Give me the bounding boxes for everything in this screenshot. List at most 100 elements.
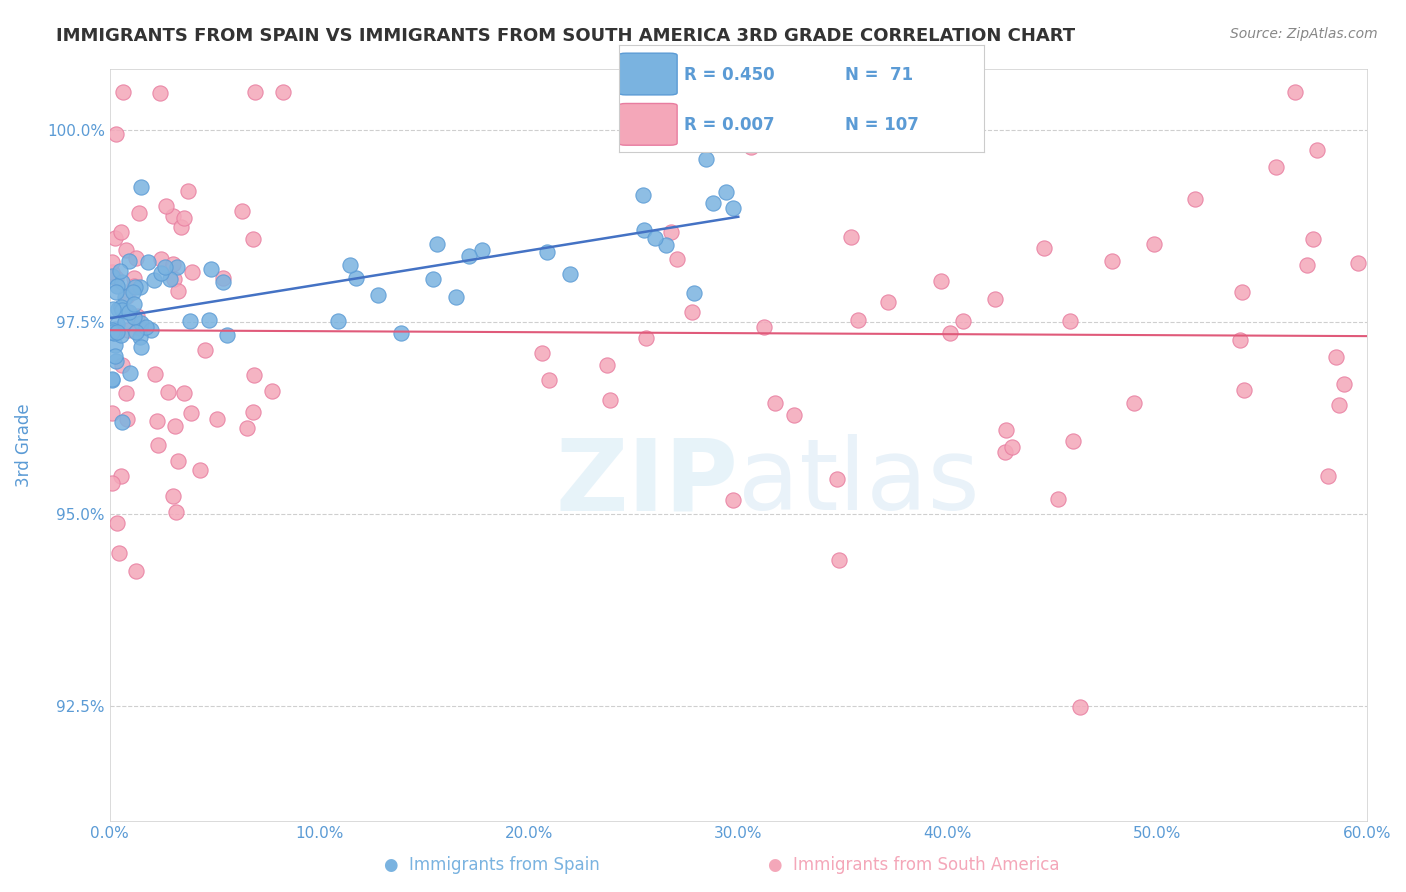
South America [1033, 241, 1056, 255]
Text: atlas: atlas [738, 434, 980, 531]
South America [1230, 285, 1253, 299]
South America [115, 289, 138, 303]
Spain [129, 280, 152, 294]
Spain [124, 280, 146, 294]
Spain [101, 323, 124, 337]
South America [105, 516, 128, 531]
South America [143, 367, 166, 381]
South America [155, 199, 177, 213]
South America [243, 85, 266, 99]
Spain [101, 372, 124, 386]
South America [994, 445, 1017, 459]
South America [242, 232, 264, 246]
Spain [104, 338, 127, 352]
Spain [111, 415, 134, 429]
South America [1284, 85, 1306, 99]
South America [180, 265, 202, 279]
South America [149, 86, 172, 100]
South America [271, 85, 294, 99]
South America [984, 292, 1007, 306]
Spain [339, 258, 361, 272]
Spain [211, 275, 233, 289]
South America [157, 384, 180, 399]
Spain [120, 366, 142, 380]
South America [115, 412, 138, 426]
South America [765, 396, 787, 410]
South America [939, 326, 962, 341]
South America [194, 343, 217, 358]
Spain [422, 272, 444, 286]
Spain [105, 353, 128, 368]
Spain [114, 315, 136, 329]
Spain [536, 244, 558, 259]
Spain [101, 325, 124, 339]
Spain [108, 264, 131, 278]
Spain [125, 326, 148, 340]
South America [117, 323, 139, 337]
Spain [633, 223, 655, 237]
South America [125, 564, 148, 578]
South America [170, 220, 193, 235]
Text: IMMIGRANTS FROM SPAIN VS IMMIGRANTS FROM SOUTH AMERICA 3RD GRADE CORRELATION CHA: IMMIGRANTS FROM SPAIN VS IMMIGRANTS FROM… [56, 27, 1076, 45]
South America [165, 505, 187, 519]
South America [101, 406, 124, 420]
South America [530, 346, 553, 360]
South America [110, 225, 132, 239]
Spain [153, 260, 176, 275]
South America [1069, 700, 1091, 714]
South America [122, 271, 145, 285]
South America [931, 274, 953, 288]
Spain [714, 185, 737, 199]
South America [1101, 254, 1123, 268]
Spain [129, 316, 152, 330]
South America [104, 230, 127, 244]
Spain [138, 255, 160, 269]
South America [1046, 492, 1069, 507]
South America [146, 438, 169, 452]
South America [146, 414, 169, 428]
Spain [128, 330, 150, 344]
South America [659, 225, 682, 239]
Spain [655, 238, 678, 252]
South America [104, 271, 127, 285]
South America [125, 309, 148, 323]
South America [1306, 143, 1329, 157]
South America [1062, 434, 1084, 448]
South America [1347, 255, 1369, 269]
Spain [179, 314, 201, 328]
South America [105, 127, 128, 141]
South America [205, 412, 228, 426]
South America [1327, 398, 1350, 412]
South America [242, 405, 264, 419]
Spain [105, 317, 128, 331]
South America [1229, 333, 1251, 347]
South America [163, 419, 186, 434]
South America [1333, 376, 1355, 391]
Text: R = 0.007: R = 0.007 [685, 116, 775, 134]
Spain [644, 231, 666, 245]
Spain [328, 314, 350, 328]
Spain [105, 325, 128, 339]
Spain [367, 288, 389, 302]
Spain [131, 179, 153, 194]
South America [180, 406, 202, 420]
South America [242, 368, 264, 383]
South America [212, 270, 235, 285]
Text: N =  71: N = 71 [845, 66, 914, 84]
South America [173, 211, 195, 226]
Spain [471, 243, 494, 257]
Spain [101, 373, 124, 387]
Spain [110, 300, 132, 314]
South America [104, 325, 127, 339]
Spain [104, 350, 127, 364]
Text: ZIP: ZIP [555, 434, 738, 531]
South America [111, 85, 134, 99]
Spain [695, 152, 717, 166]
Spain [631, 187, 654, 202]
Spain [200, 262, 222, 277]
South America [1265, 160, 1288, 174]
South America [1302, 232, 1324, 246]
South America [740, 140, 762, 154]
South America [841, 229, 863, 244]
Spain [118, 254, 141, 268]
